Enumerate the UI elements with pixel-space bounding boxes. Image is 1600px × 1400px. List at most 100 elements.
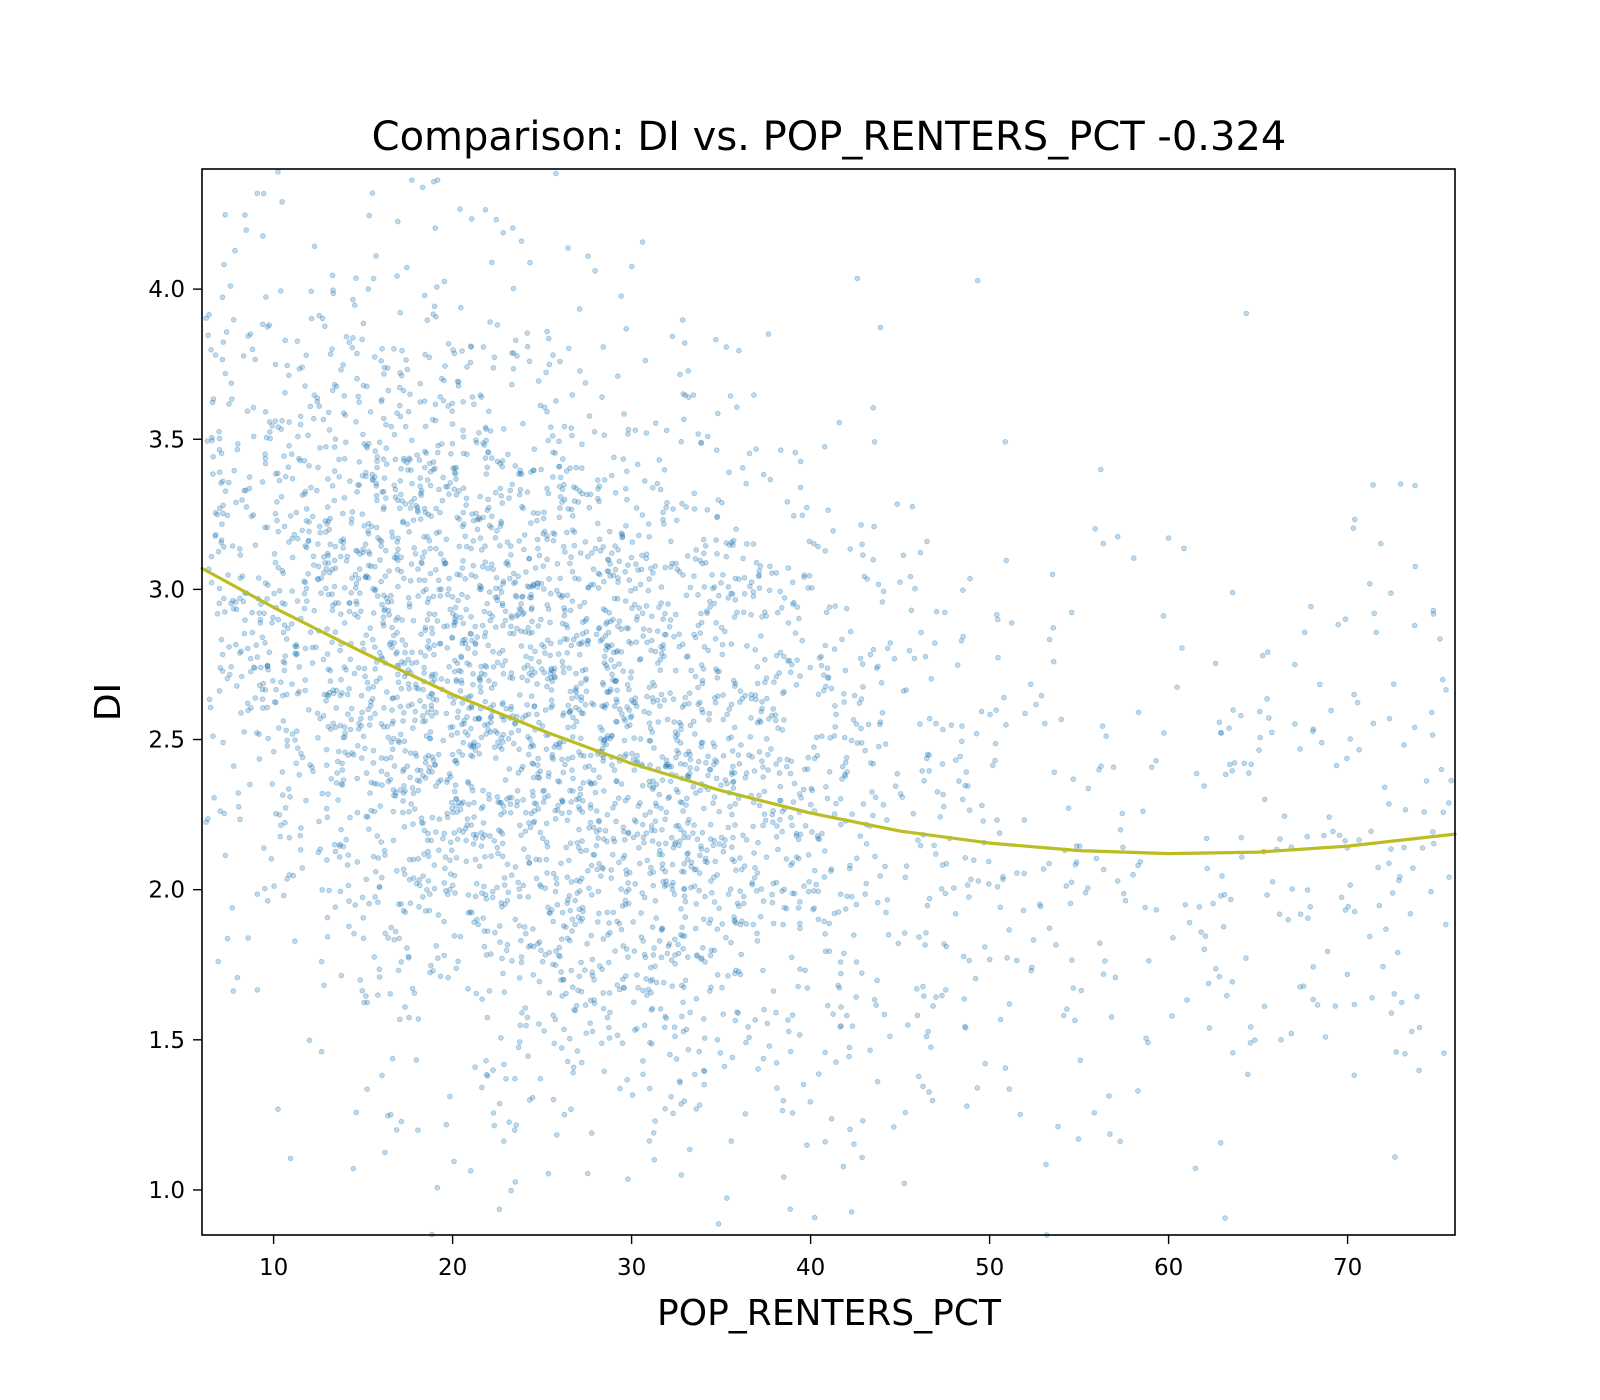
scatter-point <box>460 521 467 527</box>
scatter-point <box>750 541 757 547</box>
scatter-point <box>374 593 381 599</box>
scatter-point <box>472 437 479 443</box>
scatter-point <box>676 643 682 650</box>
scatter-point <box>337 841 343 848</box>
scatter-point <box>509 381 515 388</box>
scatter-point <box>964 882 971 888</box>
scatter-point <box>657 847 663 854</box>
scatter-point <box>483 952 490 958</box>
scatter-point <box>814 752 821 759</box>
scatter-point <box>583 675 589 682</box>
scatter-point <box>483 471 490 477</box>
scatter-point <box>661 466 668 473</box>
scatter-point <box>777 447 784 453</box>
scatter-point <box>421 534 427 540</box>
scatter-point <box>582 666 589 673</box>
scatter-point <box>367 702 374 709</box>
scatter-point <box>706 988 713 994</box>
scatter-point <box>559 810 565 817</box>
scatter-point <box>528 591 534 598</box>
scatter-point <box>568 1106 574 1113</box>
scatter-point <box>706 710 713 717</box>
scatter-point <box>570 714 576 721</box>
scatter-point <box>496 1100 503 1107</box>
scatter-point <box>415 1127 421 1133</box>
scatter-point <box>1014 870 1020 876</box>
scatter-point <box>497 799 503 806</box>
scatter-point <box>383 755 390 762</box>
scatter-point <box>628 668 635 675</box>
scatter-point <box>611 767 618 773</box>
scatter-point <box>301 578 307 585</box>
scatter-point <box>287 1155 294 1162</box>
scatter-point <box>281 667 288 674</box>
scatter-point <box>564 649 571 656</box>
scatter-point <box>481 442 488 448</box>
scatter-point <box>743 921 750 927</box>
scatter-point <box>792 630 799 636</box>
scatter-point <box>640 626 647 632</box>
scatter-point <box>272 470 279 477</box>
scatter-point <box>462 640 469 647</box>
scatter-point <box>1328 707 1334 714</box>
scatter-point <box>1003 557 1009 564</box>
scatter-point <box>329 639 335 646</box>
scatter-point <box>703 759 709 766</box>
scatter-point <box>289 731 296 737</box>
scatter-point <box>359 987 366 994</box>
scatter-point <box>716 668 722 675</box>
scatter-point <box>496 542 503 549</box>
plot-area-frame <box>201 168 1456 1236</box>
scatter-point <box>426 611 433 617</box>
scatter-point <box>804 985 811 991</box>
scatter-point <box>299 754 306 761</box>
scatter-point <box>961 1023 968 1030</box>
scatter-point <box>321 691 328 698</box>
scatter-point <box>500 699 506 706</box>
scatter-point <box>775 846 781 853</box>
scatter-point <box>209 399 216 406</box>
scatter-point <box>518 954 525 960</box>
scatter-point <box>546 361 553 368</box>
scatter-point <box>452 618 459 625</box>
scatter-point <box>501 882 508 888</box>
scatter-point <box>564 624 571 631</box>
scatter-point <box>611 454 617 461</box>
scatter-point <box>805 852 812 858</box>
scatter-point <box>596 860 602 867</box>
scatter-point <box>398 901 404 907</box>
scatter-point <box>208 553 215 560</box>
scatter-point <box>675 789 681 795</box>
scatter-point <box>500 731 507 738</box>
scatter-point <box>995 654 1001 661</box>
scatter-point <box>400 907 407 914</box>
scatter-point <box>570 484 577 490</box>
scatter-point <box>516 491 523 498</box>
scatter-point <box>536 939 543 945</box>
scatter-point <box>701 805 707 812</box>
scatter-point <box>753 446 759 452</box>
scatter-point <box>646 737 653 744</box>
scatter-point <box>610 804 616 811</box>
scatter-point <box>220 510 226 517</box>
scatter-point <box>269 619 275 626</box>
scatter-point <box>221 544 227 550</box>
scatter-point <box>1229 978 1236 985</box>
scatter-point <box>561 635 568 642</box>
scatter-point <box>649 786 656 792</box>
scatter-point <box>294 338 301 345</box>
scatter-point <box>773 761 779 767</box>
scatter-point <box>421 577 428 584</box>
scatter-point <box>1108 1014 1115 1020</box>
scatter-point <box>584 641 591 647</box>
scatter-point <box>514 613 520 619</box>
scatter-point <box>1198 929 1204 935</box>
scatter-point <box>833 711 839 718</box>
scatter-point <box>340 843 347 850</box>
scatter-point <box>837 959 844 965</box>
scatter-point <box>1050 624 1057 631</box>
scatter-point <box>910 810 917 817</box>
scatter-point <box>894 770 901 777</box>
scatter-point <box>361 665 368 672</box>
scatter-point <box>536 1021 542 1027</box>
